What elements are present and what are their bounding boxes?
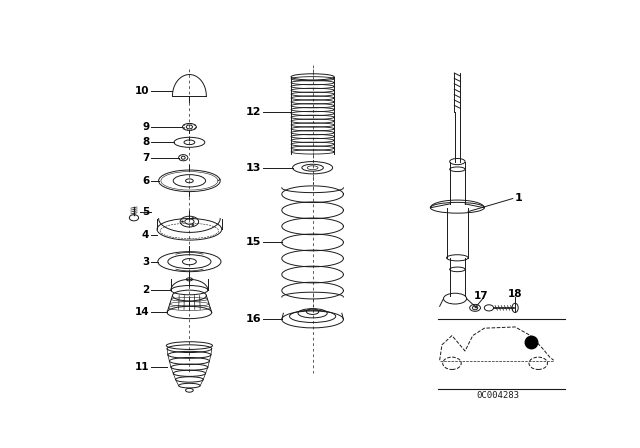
Ellipse shape [192,218,194,219]
Text: 8: 8 [142,137,149,147]
Text: 9: 9 [142,122,149,132]
Text: 13: 13 [246,163,261,173]
Text: 6: 6 [142,176,149,186]
Text: 11: 11 [135,362,149,372]
Text: 1: 1 [515,193,523,203]
Text: 7: 7 [142,153,149,163]
Ellipse shape [192,224,194,226]
Text: 16: 16 [245,314,261,324]
Text: 18: 18 [508,289,522,299]
Text: 12: 12 [246,107,261,116]
Text: 2: 2 [142,285,149,295]
Text: 14: 14 [135,307,149,318]
Text: 4: 4 [142,230,149,241]
Text: 3: 3 [142,257,149,267]
Text: 10: 10 [135,86,149,96]
Ellipse shape [181,221,184,222]
Text: 0C004283: 0C004283 [476,391,519,400]
Text: 17: 17 [474,291,488,301]
Text: 5: 5 [142,207,149,217]
Text: 15: 15 [246,237,261,247]
